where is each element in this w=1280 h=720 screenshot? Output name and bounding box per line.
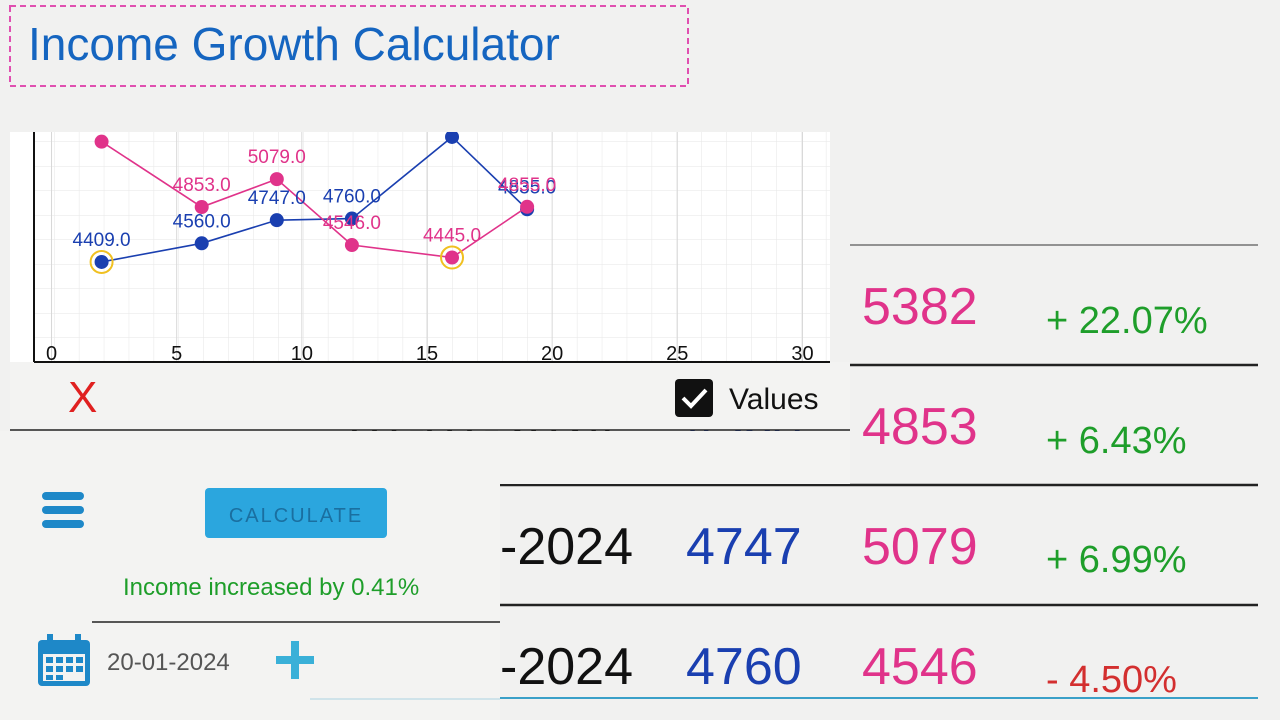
point [269,213,284,228]
calculate-button[interactable] [205,488,387,538]
calendar-icon[interactable] [38,634,90,686]
cell: 4747 [686,518,802,576]
data-label: 4853.0 [173,175,231,196]
checkbox-label[interactable]: Values [729,383,819,416]
point [445,132,460,144]
close-button[interactable]: X [68,373,97,422]
panel [0,431,850,484]
title-box [9,5,689,87]
series-line [101,140,528,259]
cell: + 22.07% [1046,300,1208,342]
chart-footer [10,362,850,430]
add-button[interactable] [276,641,314,679]
data-label: 4546.0 [323,213,381,234]
data-label: 4560.0 [173,211,231,232]
cell: 5079 [862,518,978,576]
highlight-ring [440,245,465,270]
point [194,236,209,251]
checkmark [681,388,708,409]
cell: 5382 [862,278,978,336]
point [94,254,109,269]
x-tick-label: 15 [416,343,438,365]
checkbox[interactable] [675,379,713,417]
data-label: 4409.0 [73,230,131,251]
x-tick-label: 0 [46,343,57,365]
cell: -2024 [500,518,633,576]
minor-grid [34,132,830,362]
point [445,250,460,265]
point [194,200,209,215]
cell: 4546 [862,638,978,696]
x-tick-label: 20 [541,343,563,365]
plot: 4409.0 4560.0 4747.0 4760.0 4835.0 4853.0 5079… [51,132,803,362]
point [94,134,109,149]
point [344,211,359,226]
cell: 4760 [686,638,802,696]
calculate-label[interactable]: CALCULATE [229,505,363,527]
data-label: 4747.0 [248,188,306,209]
highlight-ring [89,249,114,274]
data-label: 5079.0 [248,147,306,168]
data-label: 4855.0 [498,175,556,196]
cell: + 6.43% [1046,420,1187,462]
x-tick-label: 30 [791,343,813,365]
data-label: 4445.0 [423,226,481,247]
point [520,199,535,214]
data-label: 4835.0 [498,177,556,198]
x-tick-label: 10 [291,343,313,365]
result-text: Income increased by 0.41% [123,574,419,601]
x-tick-label: 5 [171,343,182,365]
x-tick-label: 25 [666,343,688,365]
point [269,172,284,187]
title: Income Growth Calculator [28,18,560,70]
date-field[interactable]: 20-01-2024 [107,649,230,676]
menu-icon[interactable] [42,492,84,528]
data-label: 4760.0 [323,187,381,208]
series-line [101,135,528,263]
cell: 4853 [862,398,978,456]
point [344,238,359,253]
cell: -2024 [500,638,633,696]
cell: + 6.99% [1046,539,1187,581]
cell: - 4.50% [1046,659,1177,701]
